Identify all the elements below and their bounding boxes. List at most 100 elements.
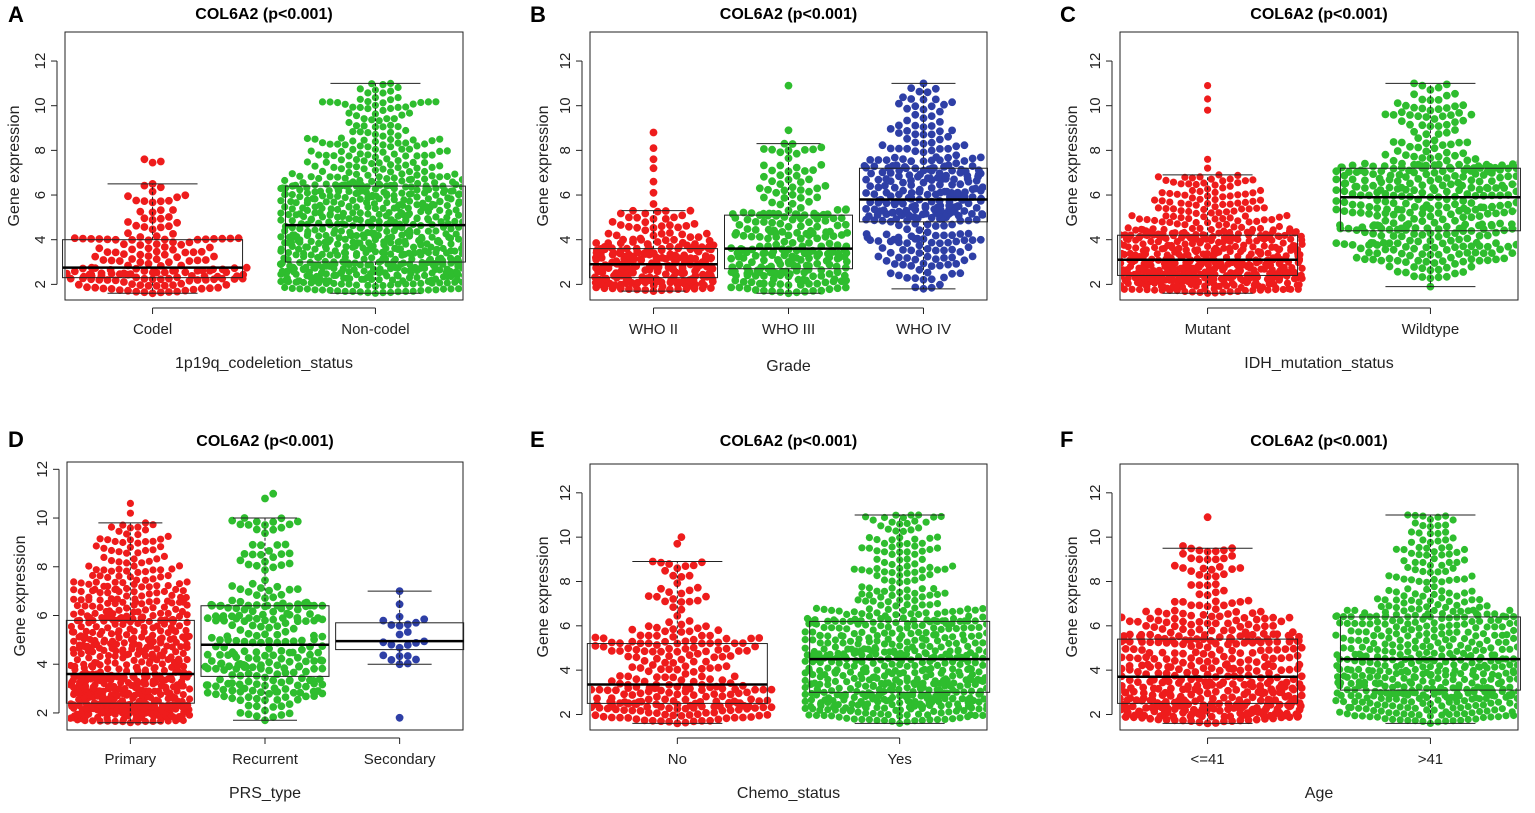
data-point: [817, 161, 825, 169]
data-point: [654, 238, 662, 246]
data-point: [875, 156, 883, 164]
data-point: [318, 633, 326, 641]
y-tick-label: 10: [557, 97, 574, 114]
data-point: [690, 636, 698, 644]
data-point: [863, 230, 871, 238]
data-point: [138, 559, 145, 566]
data-point: [176, 580, 183, 587]
data-point: [813, 223, 821, 231]
data-point: [1286, 225, 1293, 232]
data-point: [1113, 244, 1120, 251]
data-point: [904, 711, 911, 718]
data-point: [285, 249, 292, 256]
data-point: [396, 714, 404, 722]
data-point: [1159, 218, 1166, 225]
data-point: [900, 607, 907, 614]
data-point: [456, 190, 463, 197]
data-point: [619, 236, 627, 244]
data-point: [760, 162, 768, 170]
data-point: [277, 217, 284, 224]
data-point: [712, 698, 720, 706]
data-point: [1219, 193, 1226, 200]
data-point: [873, 609, 880, 616]
data-point: [402, 152, 409, 159]
data-point: [1196, 225, 1203, 232]
data-point: [1418, 189, 1426, 197]
group-2: [336, 587, 464, 722]
data-point: [1435, 105, 1443, 113]
data-point: [180, 691, 187, 698]
data-point: [128, 246, 136, 254]
data-point: [882, 612, 889, 619]
data-point: [228, 621, 236, 629]
data-point: [1446, 164, 1454, 172]
data-point: [802, 628, 809, 635]
data-point: [1410, 90, 1418, 98]
data-point: [1500, 209, 1508, 217]
data-point: [1242, 191, 1249, 198]
data-point: [157, 215, 165, 223]
data-point: [836, 714, 843, 721]
data-point: [1455, 236, 1463, 244]
data-point: [1459, 243, 1467, 251]
data-point: [273, 670, 281, 678]
data-point: [1238, 284, 1245, 291]
data-point: [1521, 239, 1529, 247]
data-point: [629, 236, 637, 244]
data-point: [871, 644, 878, 651]
data-point: [911, 604, 918, 611]
data-point: [1382, 111, 1390, 119]
data-point: [406, 227, 413, 234]
y-tick-label: 8: [557, 146, 574, 154]
data-point: [379, 81, 386, 88]
data-point: [1226, 713, 1234, 721]
data-point: [253, 518, 261, 526]
data-point: [792, 210, 800, 218]
data-point: [376, 211, 383, 218]
data-point: [376, 159, 383, 166]
data-point: [225, 662, 233, 670]
data-point: [904, 540, 911, 547]
data-point: [1451, 152, 1459, 160]
data-point: [85, 654, 92, 661]
data-point: [797, 194, 805, 202]
y-axis-title: Gene expression: [6, 106, 23, 227]
data-point: [429, 137, 436, 144]
data-point: [273, 631, 281, 639]
data-point: [332, 181, 339, 188]
data-point: [349, 288, 356, 295]
data-point: [342, 141, 349, 148]
data-point: [682, 696, 690, 704]
data-point: [1443, 264, 1451, 272]
data-point: [67, 700, 74, 707]
data-point: [425, 228, 432, 235]
data-point: [881, 662, 888, 669]
data-point: [752, 286, 760, 294]
data-point: [1227, 214, 1234, 221]
data-point: [665, 704, 673, 712]
data-point: [991, 628, 998, 635]
data-point: [400, 260, 407, 267]
data-point: [706, 664, 714, 672]
data-point: [735, 647, 743, 655]
data-point: [1431, 169, 1439, 177]
data-point: [669, 659, 677, 667]
data-point: [824, 210, 832, 218]
data-point: [182, 627, 189, 634]
data-point: [289, 191, 296, 198]
x-axis-title: 1p19q_codeletion_status: [175, 355, 353, 372]
data-point: [1443, 273, 1451, 281]
data-point: [253, 632, 261, 640]
data-point: [349, 178, 356, 185]
data-point: [802, 636, 809, 643]
data-point: [608, 639, 616, 647]
data-point: [379, 617, 387, 625]
data-point: [972, 607, 979, 614]
data-point: [940, 247, 948, 255]
group-1: [725, 82, 853, 297]
data-point: [149, 604, 156, 611]
data-point: [873, 536, 880, 543]
data-point: [881, 630, 888, 637]
data-point: [866, 534, 873, 541]
data-point: [169, 281, 177, 289]
